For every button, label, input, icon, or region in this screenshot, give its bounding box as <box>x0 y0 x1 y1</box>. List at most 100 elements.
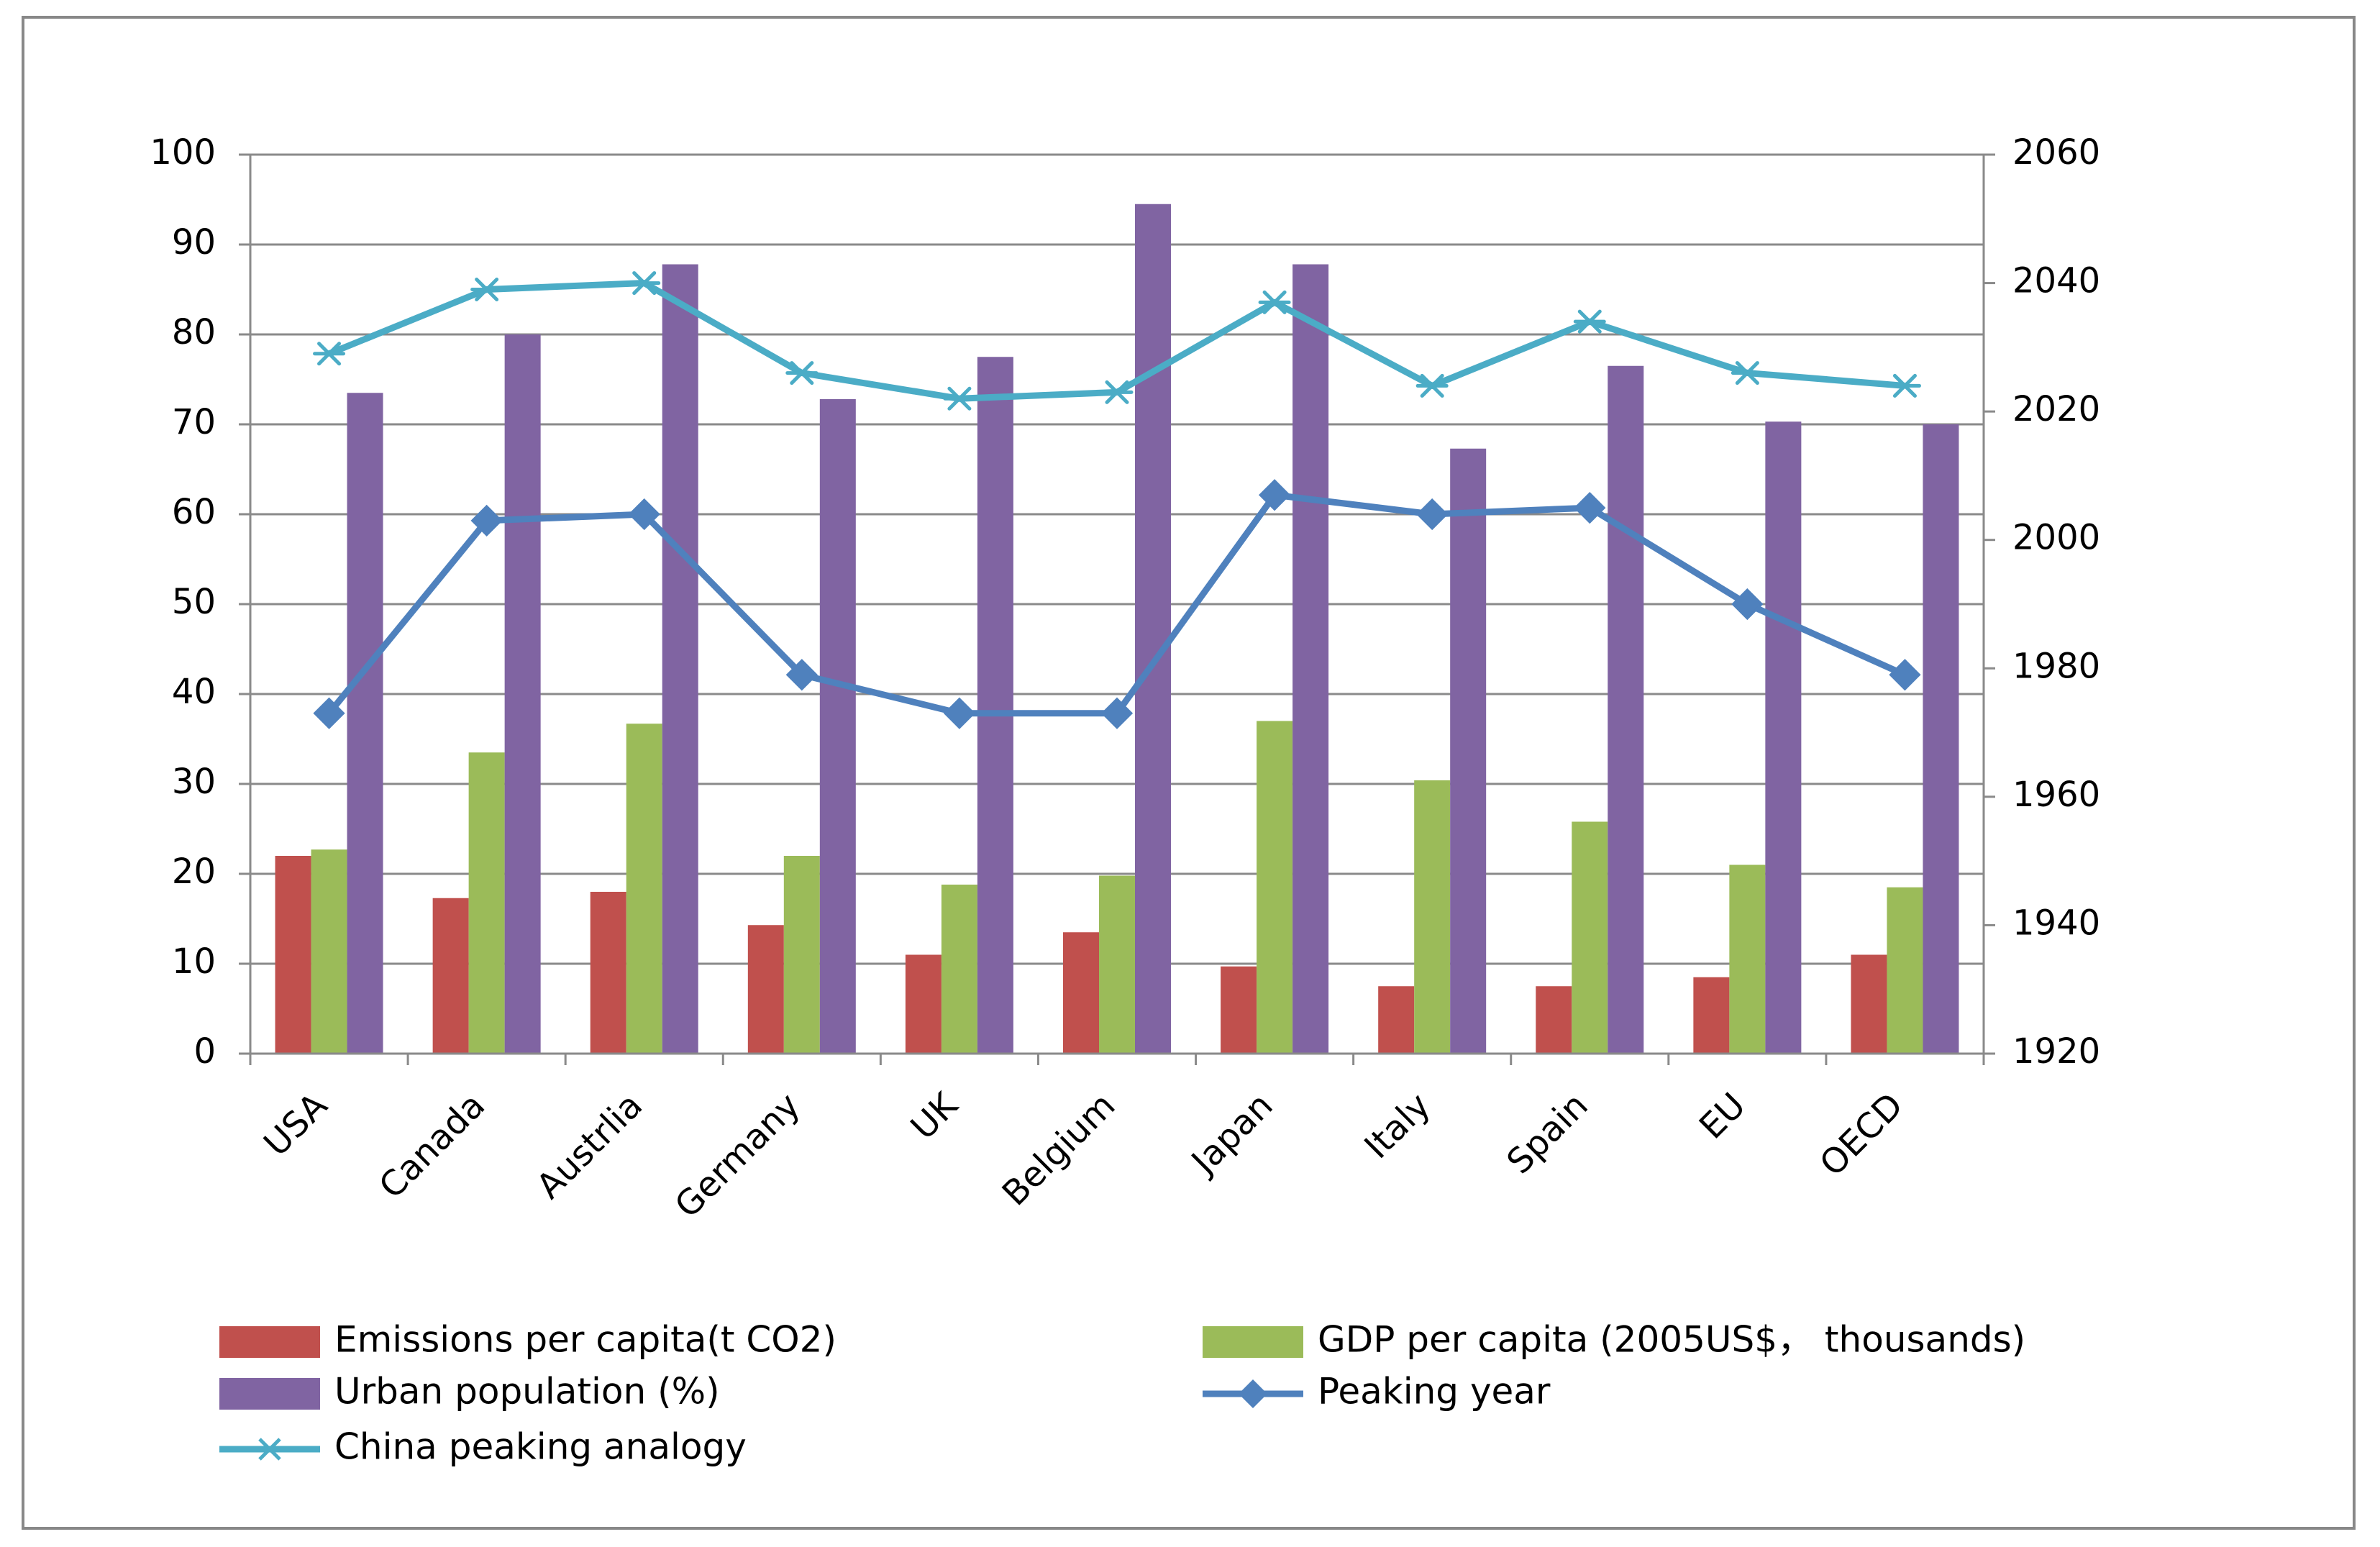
point-marker <box>1574 491 1606 524</box>
bar <box>783 856 820 1054</box>
point-marker <box>1573 309 1606 334</box>
legend-marker <box>255 1438 284 1461</box>
x-tick-label: Belgium <box>995 1085 1123 1214</box>
legend-item: GDP per capita (2005US$， thousands) <box>1203 1319 2025 1361</box>
marker-stroke <box>317 342 342 366</box>
legend-label: Peaking year <box>1318 1371 1551 1413</box>
bar <box>1135 204 1171 1054</box>
y-left-tick-label: 20 <box>172 852 216 892</box>
y-left-tick-label: 30 <box>172 762 216 802</box>
marker-stroke <box>475 278 499 301</box>
legend-item: Urban population (%) <box>219 1371 720 1413</box>
y-right-tick-label: 2000 <box>2012 518 2100 558</box>
point-marker <box>1258 479 1291 511</box>
x-tick-label: Spain <box>1499 1085 1595 1182</box>
axis-labels: 0 10 20 30 40 50 60 70 80 90 100 1920 1940 1960 1980 20… <box>150 132 2100 1226</box>
chart-frame <box>22 16 2356 1530</box>
point-marker <box>628 271 661 296</box>
x-tick-label: Austrlia <box>529 1085 650 1207</box>
point-marker <box>1100 697 1134 729</box>
legend: Emissions per capita(t CO2) GDP per capit… <box>219 1319 2025 1468</box>
y-left-tick-label: 0 <box>193 1031 216 1072</box>
point-marker <box>1731 588 1764 621</box>
bar <box>275 856 311 1054</box>
axes <box>239 153 1995 1065</box>
x-tick-label: EU <box>1692 1085 1754 1147</box>
bar <box>347 393 383 1054</box>
x-tick-label: USA <box>256 1085 335 1164</box>
point-marker <box>943 386 976 411</box>
bar <box>1450 448 1487 1054</box>
marker-stroke <box>947 386 972 411</box>
bar <box>747 925 784 1054</box>
bar <box>1414 780 1451 1054</box>
bar <box>1536 986 1572 1054</box>
point-marker <box>470 504 503 537</box>
x-tick-label: UK <box>903 1085 967 1148</box>
legend-label: Emissions per capita(t CO2) <box>334 1319 836 1361</box>
bar <box>1851 954 1887 1054</box>
marker-stroke <box>1892 373 1917 398</box>
bar <box>905 954 941 1054</box>
bar <box>1378 986 1415 1054</box>
marker-stroke <box>790 361 814 385</box>
point-marker <box>1258 290 1291 314</box>
x-tick-label: Germany <box>667 1085 808 1226</box>
y-left-tick-label: 80 <box>172 312 216 352</box>
bar <box>1572 821 1608 1054</box>
legend-swatch <box>219 1378 320 1410</box>
y-left-tick-label: 10 <box>172 941 216 982</box>
marker-stroke <box>632 271 657 296</box>
point-marker <box>1416 498 1449 531</box>
y-right-tick-label: 2040 <box>2012 261 2100 301</box>
marker-stroke <box>258 1438 281 1461</box>
bar <box>626 724 662 1054</box>
legend-label: China peaking analogy <box>334 1426 747 1468</box>
point-marker <box>785 659 818 691</box>
legend-swatch <box>1203 1326 1303 1358</box>
marker-stroke <box>1735 361 1759 385</box>
point-marker <box>785 361 819 385</box>
bar <box>977 357 1013 1054</box>
y-right-tick-label: 1980 <box>2012 646 2100 686</box>
line-series <box>313 271 1921 729</box>
bar <box>1608 365 1644 1054</box>
point-marker <box>313 697 345 729</box>
legend-item: Emissions per capita(t CO2) <box>219 1319 836 1361</box>
y-left-tick-label: 60 <box>172 492 216 532</box>
bar <box>662 264 698 1054</box>
point-marker <box>1415 373 1449 398</box>
marker-stroke <box>1105 380 1129 404</box>
bar <box>1887 887 1923 1054</box>
bar <box>941 885 977 1054</box>
x-tick-label: Japan <box>1182 1085 1280 1183</box>
bar <box>1099 875 1135 1054</box>
y-left-tick-label: 40 <box>172 672 216 712</box>
bar <box>1693 977 1730 1054</box>
legend-marker <box>1239 1379 1267 1408</box>
point-marker <box>943 697 976 729</box>
point-marker <box>470 278 503 301</box>
y-right-tick-label: 1960 <box>2012 775 2100 815</box>
bar <box>1221 966 1257 1054</box>
legend-label: Urban population (%) <box>334 1371 720 1413</box>
y-left-tick-label: 100 <box>150 132 216 173</box>
bar <box>432 898 469 1054</box>
point-marker <box>1100 380 1134 404</box>
bars <box>275 204 1959 1054</box>
bar <box>1729 864 1766 1054</box>
point-marker <box>1731 361 1764 385</box>
bar <box>1923 424 1959 1054</box>
legend-item: Peaking year <box>1203 1371 1551 1413</box>
bar <box>504 334 541 1054</box>
y-left-tick-label: 90 <box>172 222 216 263</box>
y-right-tick-label: 1920 <box>2012 1031 2100 1072</box>
y-right-tick-label: 1940 <box>2012 903 2100 943</box>
bar <box>1292 264 1329 1054</box>
marker-stroke <box>1577 309 1602 334</box>
point-marker <box>313 342 346 366</box>
bar <box>590 892 626 1054</box>
x-tick-label: Canada <box>371 1085 493 1207</box>
marker-stroke <box>1420 373 1444 398</box>
